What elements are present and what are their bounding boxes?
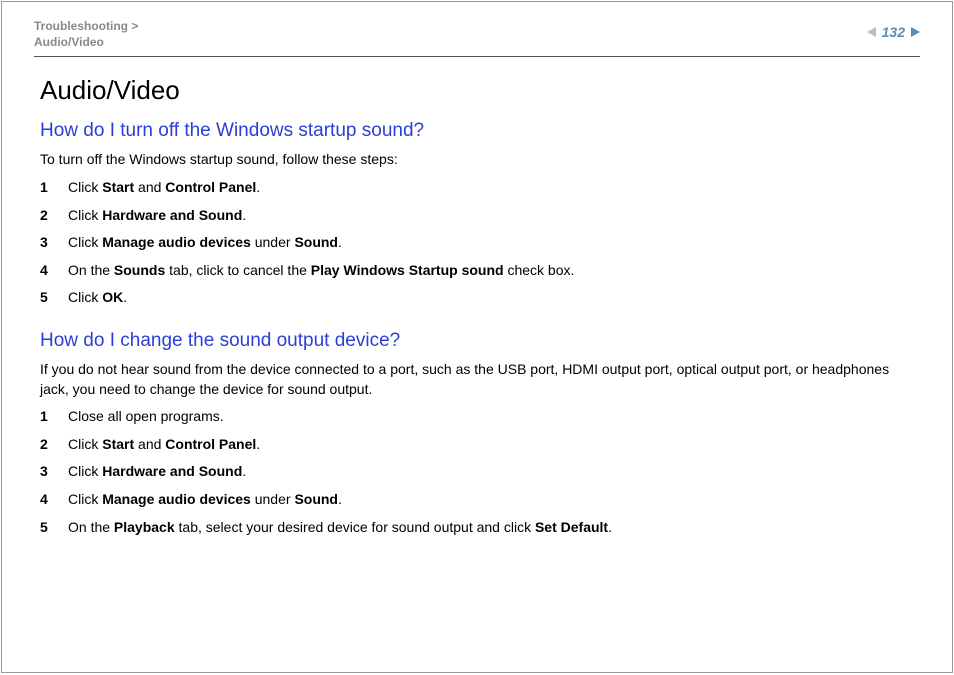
step-text: On the Sounds tab, click to cancel the P… <box>68 261 574 281</box>
step-number: 3 <box>40 233 68 253</box>
step-row: 2Click Hardware and Sound. <box>40 206 920 226</box>
step-row: 2Click Start and Control Panel. <box>40 435 920 455</box>
step-row: 4On the Sounds tab, click to cancel the … <box>40 261 920 281</box>
step-number: 2 <box>40 435 68 455</box>
section2-heading: How do I change the sound output device? <box>34 330 920 352</box>
page-title: Audio/Video <box>34 75 920 106</box>
breadcrumb-line2: Audio/Video <box>34 35 104 49</box>
step-text: On the Playback tab, select your desired… <box>68 518 612 538</box>
step-text: Click Start and Control Panel. <box>68 435 260 455</box>
step-row: 1Close all open programs. <box>40 407 920 427</box>
section1-steps: 1Click Start and Control Panel.2Click Ha… <box>34 178 920 308</box>
step-text: Click Manage audio devices under Sound. <box>68 233 342 253</box>
step-number: 1 <box>40 178 68 198</box>
section1-intro: To turn off the Windows startup sound, f… <box>34 150 920 170</box>
step-number: 3 <box>40 462 68 482</box>
step-row: 5Click OK. <box>40 288 920 308</box>
page-header: Troubleshooting > Audio/Video 132 <box>34 18 920 57</box>
document-page: Troubleshooting > Audio/Video 132 Audio/… <box>1 1 953 673</box>
step-text: Click OK. <box>68 288 127 308</box>
step-row: 3Click Manage audio devices under Sound. <box>40 233 920 253</box>
step-row: 3Click Hardware and Sound. <box>40 462 920 482</box>
step-text: Click Hardware and Sound. <box>68 206 246 226</box>
breadcrumb: Troubleshooting > Audio/Video <box>34 18 138 50</box>
step-text: Close all open programs. <box>68 407 224 427</box>
page-number: 132 <box>880 24 907 40</box>
step-text: Click Hardware and Sound. <box>68 462 246 482</box>
step-row: 5On the Playback tab, select your desire… <box>40 518 920 538</box>
step-text: Click Start and Control Panel. <box>68 178 260 198</box>
step-number: 5 <box>40 288 68 308</box>
step-number: 1 <box>40 407 68 427</box>
step-row: 1Click Start and Control Panel. <box>40 178 920 198</box>
breadcrumb-line1: Troubleshooting > <box>34 19 138 33</box>
section1-heading: How do I turn off the Windows startup so… <box>34 120 920 142</box>
prev-page-icon[interactable] <box>867 27 876 37</box>
section2-intro: If you do not hear sound from the device… <box>34 360 920 399</box>
step-text: Click Manage audio devices under Sound. <box>68 490 342 510</box>
page-number-nav: 132 <box>867 18 920 40</box>
step-number: 4 <box>40 261 68 281</box>
step-row: 4Click Manage audio devices under Sound. <box>40 490 920 510</box>
section2-steps: 1Close all open programs.2Click Start an… <box>34 407 920 537</box>
step-number: 4 <box>40 490 68 510</box>
step-number: 2 <box>40 206 68 226</box>
next-page-icon[interactable] <box>911 27 920 37</box>
step-number: 5 <box>40 518 68 538</box>
